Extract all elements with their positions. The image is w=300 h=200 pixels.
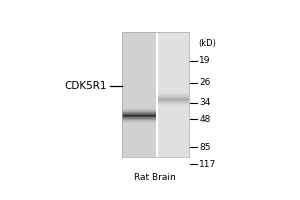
Text: 85: 85	[199, 143, 211, 152]
Text: 34: 34	[199, 98, 211, 107]
Text: 117: 117	[199, 160, 216, 169]
Text: 48: 48	[199, 115, 211, 124]
Text: Rat Brain: Rat Brain	[134, 173, 176, 182]
Text: (kD): (kD)	[198, 39, 216, 48]
Text: 26: 26	[199, 78, 211, 87]
Text: 19: 19	[199, 56, 211, 65]
Text: CDK5R1: CDK5R1	[65, 81, 107, 91]
